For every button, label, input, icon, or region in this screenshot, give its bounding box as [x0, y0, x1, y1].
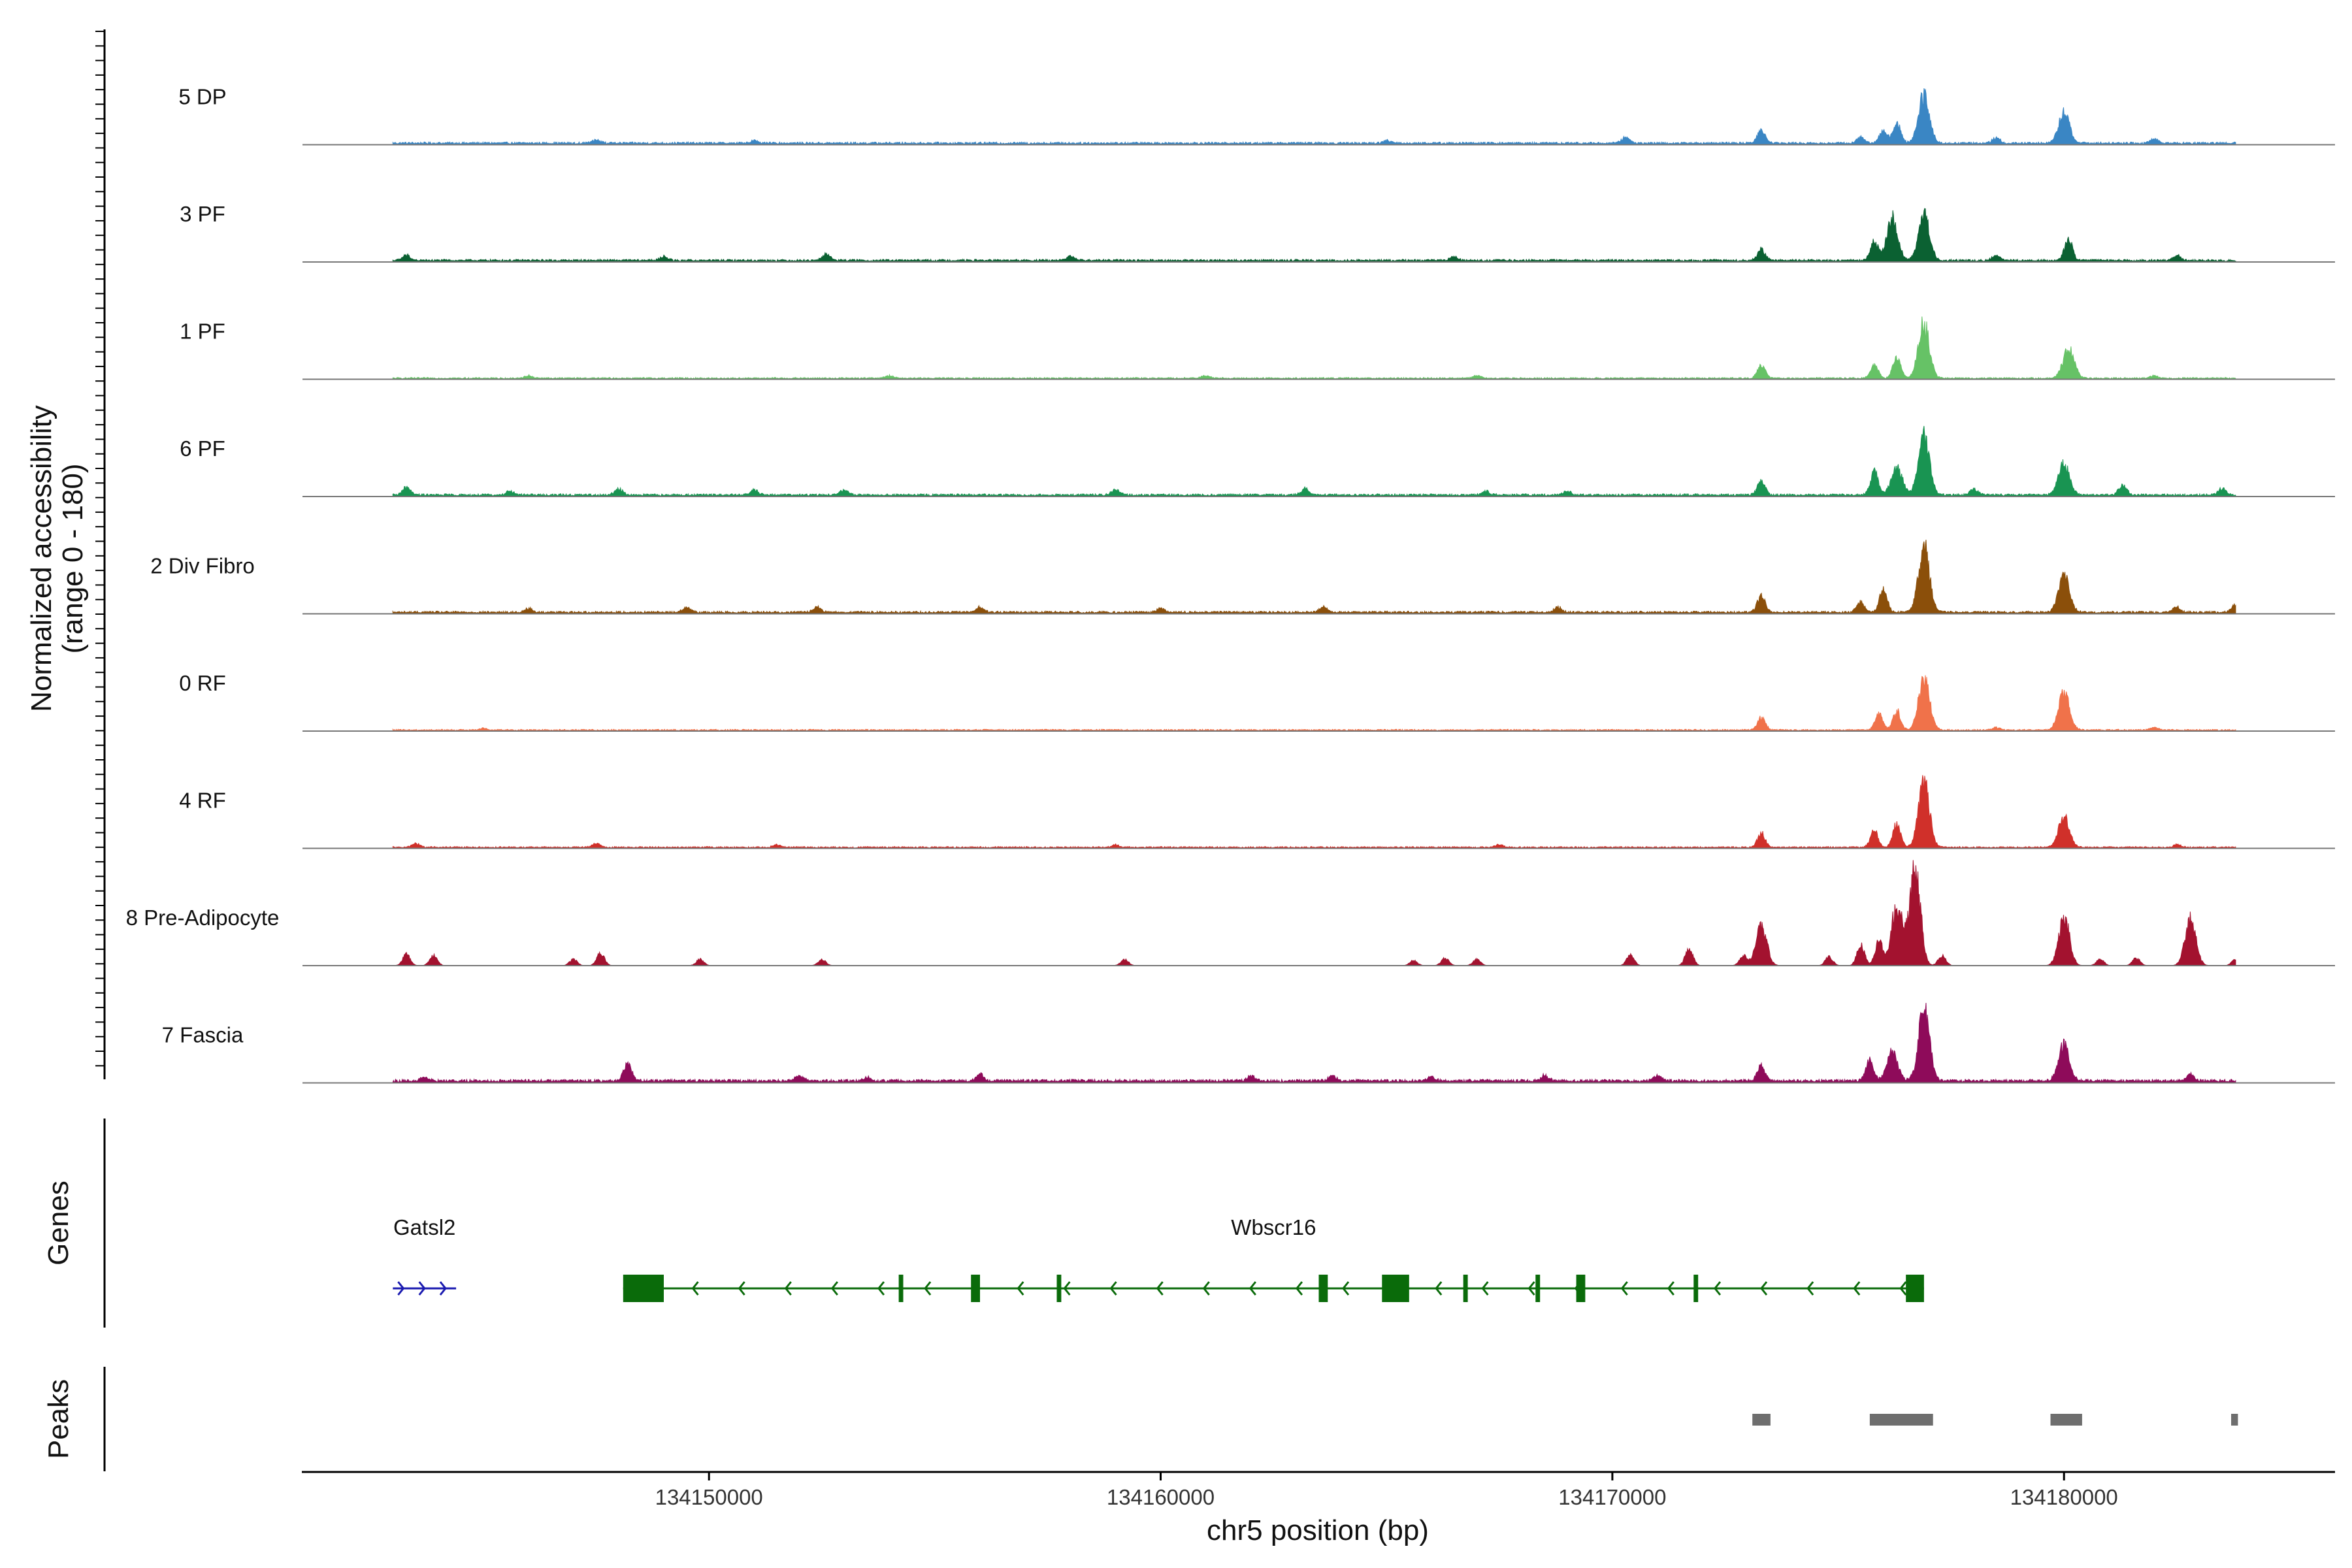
coverage-area	[392, 540, 2236, 615]
track-4: 2 Div Fibro	[150, 540, 2335, 615]
track-label: 6 PF	[180, 436, 225, 461]
x-axis-ticks: 134150000 134160000 134170000 134180000	[655, 1472, 2118, 1509]
coverage-area	[392, 775, 2236, 849]
exon	[1382, 1275, 1409, 1302]
track-label: 2 Div Fibro	[150, 554, 255, 578]
gene-label: Gatsl2	[393, 1215, 455, 1239]
peak-region	[2050, 1414, 2082, 1426]
track-label: 0 RF	[179, 671, 226, 695]
strand-arrow	[1249, 1281, 1256, 1296]
track-label: 8 Pre-Adipocyte	[126, 906, 280, 930]
strand-arrow	[1481, 1281, 1489, 1296]
strand-arrow	[1063, 1281, 1071, 1296]
coverage-y-ticks	[95, 31, 105, 1067]
track-1: 3 PF	[180, 202, 2335, 263]
track-5: 0 RF	[179, 671, 2335, 732]
strand-arrow	[1806, 1281, 1814, 1296]
exon	[1056, 1275, 1062, 1302]
strand-arrow	[1713, 1281, 1722, 1296]
strand-arrow	[691, 1281, 699, 1296]
track-label: 1 PF	[180, 319, 225, 344]
x-tick-label: 134180000	[2010, 1485, 2118, 1509]
track-8: 7 Fascia	[162, 1002, 2335, 1084]
coverage-area	[392, 675, 2236, 732]
x-tick-label: 134170000	[1558, 1485, 1666, 1509]
strand-arrow	[877, 1281, 885, 1296]
track-label: 5 DP	[178, 85, 226, 109]
strand-arrow	[924, 1281, 932, 1296]
x-axis-title: chr5 position (bp)	[1207, 1514, 1429, 1546]
strand-arrow	[1342, 1281, 1350, 1296]
gene-wbscr16: Wbscr16	[623, 1215, 1924, 1302]
coverage-tracks: 5 DP 3 PF 1 PF 6 PF 2 Div Fibro 0 RF 4 RF 8 Pre…	[126, 85, 2335, 1084]
exon	[1906, 1275, 1924, 1302]
track-6: 4 RF	[179, 775, 2335, 849]
strand-arrow	[784, 1281, 792, 1296]
exon	[898, 1275, 904, 1302]
gene-gatsl2: Gatsl2	[393, 1215, 457, 1296]
strand-arrow	[439, 1281, 447, 1296]
track-3: 6 PF	[180, 425, 2335, 497]
strand-arrow	[397, 1281, 405, 1296]
coverage-area	[393, 860, 2236, 966]
strand-arrow	[1295, 1281, 1303, 1296]
strand-arrow	[738, 1281, 745, 1296]
y-axis-title: Normalized accessibility	[25, 405, 57, 711]
gene-label: Wbscr16	[1231, 1215, 1316, 1239]
exon	[1535, 1275, 1541, 1302]
exon	[623, 1275, 664, 1302]
exon	[1463, 1275, 1468, 1302]
coverage-area	[392, 208, 2236, 263]
strand-arrow	[1667, 1281, 1674, 1296]
coverage-area	[392, 1002, 2236, 1084]
track-2: 1 PF	[180, 316, 2335, 380]
exon	[971, 1275, 980, 1302]
peak-region	[1869, 1414, 1933, 1426]
strand-arrow	[1109, 1281, 1117, 1296]
track-label: 3 PF	[180, 202, 225, 226]
strand-arrow	[1435, 1281, 1443, 1296]
y-axis-title-range: (range 0 - 180)	[57, 463, 89, 653]
peak-region	[1752, 1414, 1771, 1426]
peak-region	[2231, 1414, 2238, 1426]
strand-arrow	[1760, 1281, 1768, 1296]
strand-arrow	[1202, 1281, 1210, 1296]
strand-arrow	[1527, 1281, 1535, 1296]
strand-arrow	[1620, 1281, 1628, 1296]
strand-arrow	[418, 1281, 426, 1296]
x-tick-label: 134150000	[655, 1485, 763, 1509]
genes-track-title: Genes	[42, 1181, 74, 1266]
track-label: 4 RF	[179, 789, 226, 813]
coverage-area	[392, 316, 2236, 380]
strand-arrow	[1017, 1281, 1024, 1296]
track-label: 7 Fascia	[162, 1023, 244, 1047]
strand-arrow	[1899, 1281, 1907, 1296]
exon	[1576, 1275, 1586, 1302]
strand-arrow	[1853, 1281, 1861, 1296]
strand-arrow	[1156, 1281, 1164, 1296]
gene-annotations: Gatsl2 Wbscr16	[393, 1215, 1924, 1302]
exon	[1693, 1275, 1699, 1302]
exon	[1318, 1275, 1328, 1302]
track-0: 5 DP	[178, 85, 2335, 146]
peak-regions	[1752, 1414, 2238, 1426]
coverage-area	[392, 425, 2236, 497]
coverage-area	[392, 88, 2236, 146]
strand-arrow	[830, 1281, 838, 1296]
x-tick-label: 134160000	[1107, 1485, 1215, 1509]
peaks-track-title: Peaks	[42, 1379, 74, 1459]
track-7: 8 Pre-Adipocyte	[126, 860, 2335, 966]
